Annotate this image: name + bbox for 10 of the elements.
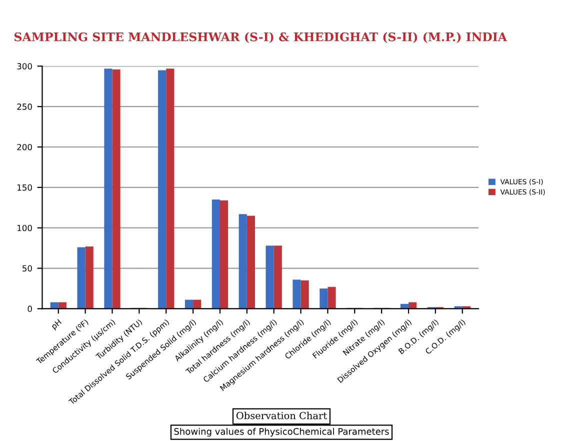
y-tick-label: 300 xyxy=(17,63,32,70)
text: Observation Chart xyxy=(236,412,327,420)
text: Showing values of PhysicoChemical Parameters xyxy=(174,428,389,437)
y-tick-label: 250 xyxy=(17,104,32,110)
y-tick-label: 50 xyxy=(22,265,32,272)
y-tick-label: 100 xyxy=(18,224,32,232)
y-tick-label: 150 xyxy=(18,184,32,191)
y-tick-label: 200 xyxy=(17,144,32,150)
chart-title: SAMPLING SITE MANDLESHWAR (S-I) & KHEDIGHAT (S-II) (M.P.) INDIA xyxy=(14,32,508,43)
y-tick-label: 0 xyxy=(28,306,32,312)
